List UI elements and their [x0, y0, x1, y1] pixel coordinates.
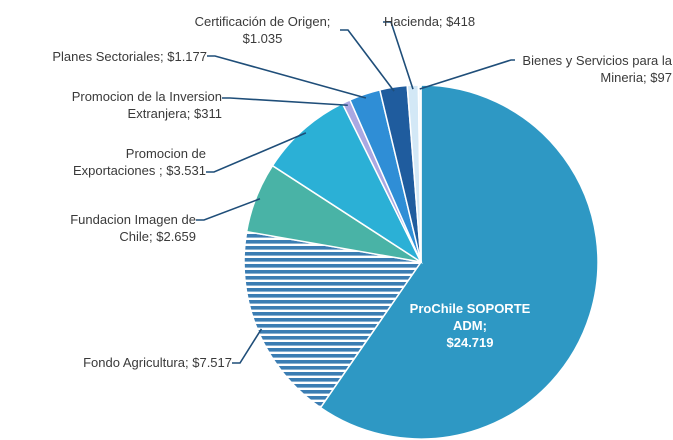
category-label: Fundacion Imagen de Chile;	[70, 212, 196, 244]
leader-line	[207, 55, 367, 99]
slice-label: Hacienda; $418	[384, 13, 494, 30]
leader-line	[232, 328, 263, 364]
leader-line	[196, 198, 261, 221]
category-label: Certificación de Origen;	[194, 14, 331, 29]
slice-label: ProChile SOPORTE ADM; $24.719	[395, 300, 545, 351]
value-label: $97	[650, 70, 672, 85]
value-label: $2.659	[156, 229, 196, 244]
slice-label: Promocion de la Inversion Extranjera; $3…	[40, 88, 222, 122]
slice-label: Promocion de Exportaciones ; $3.531	[50, 145, 206, 179]
leader-line	[340, 29, 395, 92]
pie-slice	[243, 230, 423, 409]
pie-slice	[417, 84, 422, 263]
slice-label: Certificación de Origen; $1.035	[175, 13, 350, 47]
value-label: $1.177	[167, 49, 207, 64]
slice-label: Fondo Agricultura; $7.517	[60, 354, 232, 371]
category-label: ProChile SOPORTE ADM;	[409, 301, 531, 333]
value-label: $418	[446, 14, 476, 29]
category-label: Bienes y Servicios para la Mineria;	[522, 53, 672, 85]
value-label: $1.035	[242, 31, 283, 46]
slice-label: Bienes y Servicios para la Mineria; $97	[512, 52, 672, 86]
leader-line	[419, 59, 515, 90]
slice-label: Fundacion Imagen de Chile; $2.659	[40, 211, 196, 245]
category-label: Promocion de la Inversion Extranjera;	[71, 89, 222, 121]
category-label: Planes Sectoriales;	[52, 49, 164, 64]
category-label: Fondo Agricultura;	[83, 355, 189, 370]
leader-line	[383, 21, 414, 90]
value-label: $3.531	[166, 163, 206, 178]
category-label: Hacienda;	[384, 14, 443, 29]
slice-label: Planes Sectoriales; $1.177	[5, 48, 207, 65]
value-label: $24.719	[446, 335, 494, 350]
value-label: $7.517	[192, 355, 232, 370]
value-label: $311	[194, 106, 222, 121]
pie-slice	[319, 84, 599, 440]
leader-line	[222, 97, 348, 107]
category-label: Promocion de Exportaciones ;	[73, 146, 206, 178]
leader-line	[206, 132, 307, 173]
